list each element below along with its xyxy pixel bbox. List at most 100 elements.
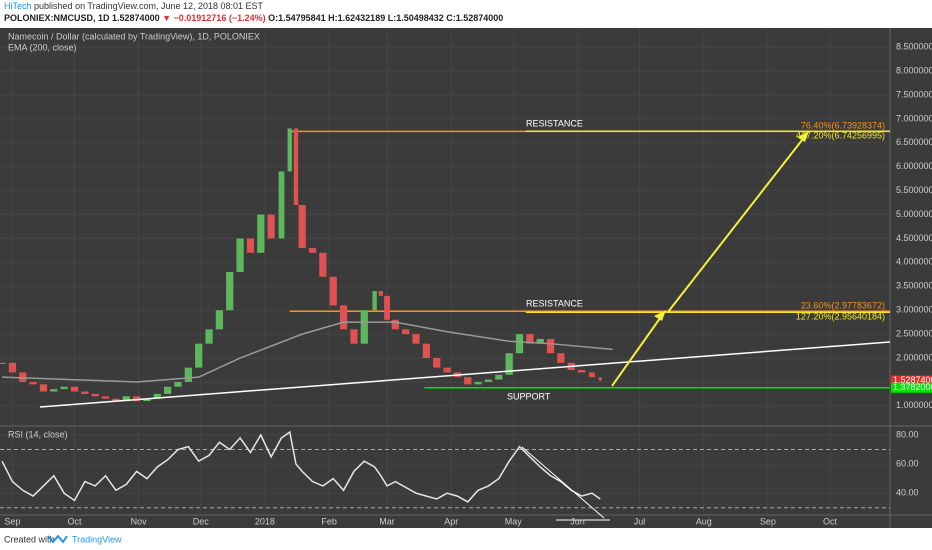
candle [91, 393, 99, 397]
y-tick-label: 6.00000000 [896, 161, 932, 171]
candle [536, 338, 544, 344]
last-price-tag-label: 1.52874000 [893, 375, 932, 385]
candle [557, 353, 565, 363]
x-tick-label: Jul [634, 516, 646, 526]
x-tick-label: Nov [131, 516, 148, 526]
candle [267, 214, 275, 239]
candle [433, 358, 441, 368]
candle [319, 252, 327, 277]
header-line: HiTech published on TradingView.com, Jun… [4, 1, 264, 11]
y-tick-label: 1.00000000 [896, 400, 932, 410]
candle [278, 171, 285, 239]
arrow-head [797, 131, 809, 142]
candle [122, 396, 130, 402]
x-tick-label: Aug [696, 516, 712, 526]
published: published on TradingView.com, June 12, 2… [34, 1, 263, 11]
logo [47, 534, 68, 544]
candle [384, 295, 390, 320]
candle [526, 334, 534, 344]
rsi-tick-label: 40.00 [896, 488, 919, 498]
candle [598, 377, 602, 381]
fib-label: 23.60%(2.97783672) [801, 301, 885, 311]
rsi-label: RSI (14, close) [8, 429, 68, 439]
author[interactable]: HiTech [4, 1, 32, 11]
y-tick-label: 4.00000000 [896, 257, 932, 267]
footer-created: Created with [4, 534, 55, 544]
candle [495, 374, 503, 380]
annotation: RESISTANCE [526, 118, 583, 128]
x-tick-label: Feb [321, 516, 337, 526]
candle [50, 389, 58, 392]
candle [329, 276, 337, 306]
x-tick-label: Jun [570, 516, 585, 526]
candle [164, 386, 172, 394]
candle [246, 238, 255, 253]
candle [372, 291, 377, 311]
candle [8, 362, 17, 373]
rsi-tick-label: 60.00 [896, 458, 919, 468]
y-tick-label: 7.00000000 [896, 113, 932, 123]
candle [174, 381, 182, 387]
x-tick-label: 2018 [255, 516, 275, 526]
y-tick-label: 2.50000000 [896, 328, 932, 338]
symbol: POLONIEX:NMCUSD, 1D [4, 13, 110, 23]
fib-label: 127.20%(2.95640184) [796, 312, 885, 322]
y-tick-label: 3.50000000 [896, 281, 932, 291]
candle [101, 396, 110, 399]
candle [215, 310, 224, 330]
quote-line: POLONIEX:NMCUSD, 1D 1.52874000 ▼ −0.0191… [4, 13, 503, 23]
candle [402, 329, 410, 335]
candle [112, 398, 120, 402]
candle [70, 386, 79, 392]
footer-brand[interactable]: TradingView [72, 534, 122, 544]
candle [589, 372, 595, 378]
x-tick-label: Oct [823, 516, 838, 526]
candle [422, 343, 430, 359]
change: ▼ −0.01912716 (−1.24%) [162, 13, 265, 23]
chart-bg [0, 28, 932, 528]
candle [60, 386, 68, 390]
x-tick-label: Dec [193, 516, 210, 526]
y-tick-label: 5.00000000 [896, 209, 932, 219]
rsi-line [1, 430, 601, 503]
x-tick-label: Sep [760, 516, 776, 526]
candle [226, 271, 234, 311]
candle [29, 381, 37, 385]
support-tag [891, 382, 932, 393]
fib-label: 427.20%(6.74256995) [796, 131, 885, 141]
candle [350, 329, 358, 344]
candle [360, 310, 368, 344]
last-price-tag [891, 375, 932, 386]
ohlc: O:1.54795841 H:1.62432189 L:1.50498432 C… [268, 13, 503, 23]
rsi-tick-label: 80.00 [896, 429, 919, 439]
y-tick-label: 6.50000000 [896, 137, 932, 147]
ema-label: EMA (200, close) [8, 42, 77, 52]
ema-line [2, 321, 613, 383]
arrow [667, 134, 807, 313]
candle [132, 396, 141, 402]
x-tick-label: Apr [444, 516, 458, 526]
candle [298, 204, 306, 249]
arrow-head [654, 310, 666, 321]
candle [39, 384, 48, 392]
x-tick-label: Sep [4, 516, 20, 526]
candle [378, 291, 384, 296]
y-tick-label: 4.50000000 [896, 233, 932, 243]
candle [546, 338, 555, 354]
x-tick-label: Oct [68, 516, 83, 526]
candle [339, 305, 348, 330]
x-tick-label: Mar [379, 516, 395, 526]
y-tick-label: 8.50000000 [896, 42, 932, 52]
candle [287, 128, 292, 172]
candle [474, 381, 482, 385]
candle [577, 369, 586, 373]
candle [236, 238, 244, 272]
header-bg [0, 0, 932, 28]
trend-line [39, 341, 891, 408]
candle [257, 214, 265, 253]
footer-bg [0, 528, 932, 550]
candle [153, 393, 161, 399]
candle [308, 248, 317, 253]
candle [505, 353, 513, 375]
y-tick-label: 2.00000000 [896, 352, 932, 362]
